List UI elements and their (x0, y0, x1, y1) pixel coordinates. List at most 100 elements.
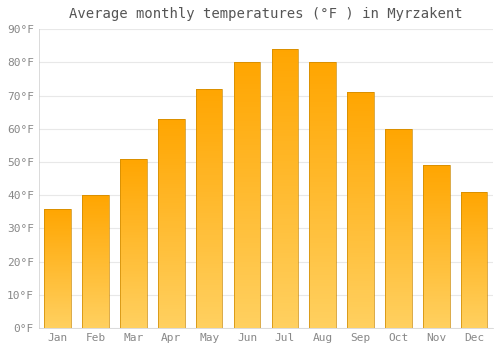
Bar (310, 323, 336, 326)
Bar (44, 326, 71, 327)
Bar (310, 129, 336, 132)
Bar (310, 262, 336, 264)
Bar (44, 308, 71, 309)
Bar (196, 184, 222, 187)
Bar (196, 163, 222, 166)
Bar (234, 129, 260, 132)
Bar (385, 206, 411, 209)
Bar (158, 163, 184, 165)
Bar (82, 263, 109, 264)
Bar (272, 261, 298, 264)
Bar (82, 209, 109, 210)
Bar (120, 181, 146, 182)
Bar (120, 169, 146, 170)
Bar (82, 295, 109, 296)
Bar (234, 155, 260, 158)
Bar (44, 240, 71, 241)
Bar (234, 317, 260, 320)
Bar (82, 224, 109, 226)
Bar (120, 204, 146, 206)
Bar (234, 238, 260, 240)
Bar (461, 266, 487, 267)
Bar (196, 103, 222, 106)
Bar (385, 302, 411, 304)
Bar (82, 306, 109, 307)
Bar (196, 220, 222, 223)
Bar (120, 167, 146, 169)
Bar (461, 240, 487, 241)
Bar (461, 272, 487, 274)
Bar (158, 171, 184, 173)
Bar (423, 287, 450, 289)
Bar (423, 263, 450, 265)
Bar (272, 272, 298, 275)
Bar (348, 224, 374, 227)
Bar (234, 283, 260, 286)
Bar (423, 292, 450, 294)
Bar (234, 76, 260, 78)
Bar (385, 129, 411, 328)
Bar (196, 199, 222, 201)
Bar (385, 286, 411, 288)
Bar (120, 166, 146, 167)
Bar (310, 65, 336, 68)
Bar (272, 256, 298, 258)
Bar (272, 300, 298, 303)
Bar (158, 226, 184, 228)
Bar (272, 161, 298, 163)
Bar (82, 270, 109, 271)
Bar (196, 192, 222, 194)
Bar (82, 271, 109, 272)
Bar (120, 225, 146, 226)
Bar (158, 295, 184, 297)
Bar (196, 287, 222, 290)
Bar (461, 304, 487, 305)
Bar (82, 254, 109, 255)
Bar (44, 271, 71, 272)
Bar (385, 183, 411, 184)
Bar (348, 290, 374, 293)
Bar (82, 222, 109, 223)
Bar (196, 292, 222, 295)
Bar (196, 232, 222, 235)
Bar (423, 222, 450, 224)
Bar (158, 232, 184, 234)
Bar (158, 238, 184, 240)
Bar (196, 89, 222, 328)
Bar (348, 298, 374, 300)
Bar (44, 267, 71, 268)
Bar (461, 241, 487, 242)
Bar (385, 184, 411, 187)
Bar (423, 250, 450, 252)
Bar (158, 242, 184, 244)
Bar (44, 266, 71, 267)
Bar (348, 158, 374, 161)
Bar (310, 110, 336, 113)
Bar (461, 233, 487, 234)
Bar (461, 225, 487, 226)
Bar (196, 110, 222, 113)
Bar (348, 236, 374, 238)
Bar (348, 111, 374, 113)
Bar (82, 206, 109, 207)
Bar (385, 149, 411, 151)
Bar (158, 182, 184, 184)
Bar (348, 255, 374, 257)
Bar (423, 247, 450, 248)
Bar (348, 208, 374, 210)
Bar (158, 156, 184, 159)
Bar (272, 66, 298, 69)
Bar (310, 195, 336, 198)
Bar (310, 291, 336, 294)
Bar (348, 151, 374, 154)
Bar (120, 238, 146, 240)
Bar (82, 268, 109, 270)
Bar (44, 230, 71, 231)
Bar (310, 243, 336, 246)
Bar (120, 160, 146, 162)
Bar (158, 286, 184, 288)
Bar (385, 240, 411, 243)
Bar (310, 203, 336, 206)
Bar (158, 326, 184, 328)
Bar (272, 133, 298, 135)
